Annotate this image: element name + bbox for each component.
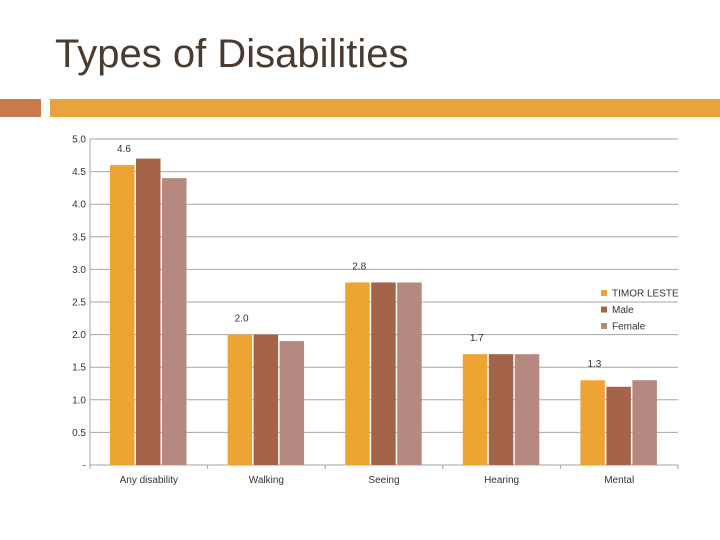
legend-label: Male: [612, 305, 634, 316]
x-category-label: Walking: [249, 475, 284, 486]
data-label: 2.0: [235, 314, 249, 325]
y-tick-label: 3.0: [72, 265, 86, 276]
bar-male: [488, 354, 514, 465]
data-label: 4.6: [117, 144, 131, 155]
legend-swatch: [601, 323, 607, 329]
data-label: 2.8: [352, 261, 366, 272]
legend-swatch: [601, 306, 607, 313]
data-label: 1.3: [587, 359, 601, 370]
bar-female: [632, 380, 657, 465]
x-category-label: Any disability: [120, 475, 178, 486]
legend-swatch: [601, 290, 607, 296]
legend-label: TIMOR LESTE: [612, 289, 679, 300]
bar-female: [279, 341, 305, 465]
data-label: 1.7: [470, 333, 484, 344]
bar-male: [253, 334, 279, 465]
title-accent-bar-right: [50, 99, 720, 117]
bar-timor-leste: [462, 354, 488, 465]
bar-timor-leste: [345, 282, 370, 465]
title-accent-bar-left: [0, 99, 41, 117]
y-tick-label: 2.0: [72, 330, 86, 341]
y-tick-label: 4.0: [72, 200, 86, 211]
bar-female: [162, 178, 187, 465]
legend-label: Female: [612, 322, 646, 333]
y-tick-label: 5.0: [72, 135, 86, 146]
y-tick-label: 3.5: [72, 232, 86, 243]
bar-female: [397, 282, 422, 465]
bar-male: [136, 158, 161, 465]
bar-male: [606, 386, 631, 465]
x-category-label: Hearing: [484, 475, 519, 486]
y-tick-label: -: [83, 461, 86, 472]
x-category-label: Mental: [604, 475, 634, 486]
bar-timor-leste: [110, 165, 135, 465]
y-tick-label: 1.5: [72, 363, 86, 374]
slide-title: Types of Disabilities: [55, 32, 409, 76]
bar-timor-leste: [227, 334, 253, 465]
y-tick-label: 0.5: [72, 428, 86, 439]
bar-male: [371, 282, 396, 465]
x-category-label: Seeing: [368, 475, 399, 486]
bar-timor-leste: [580, 380, 605, 465]
bar-female: [514, 354, 540, 465]
y-tick-label: 1.0: [72, 395, 86, 406]
y-tick-label: 2.5: [72, 298, 86, 309]
y-tick-label: 4.5: [72, 167, 86, 178]
